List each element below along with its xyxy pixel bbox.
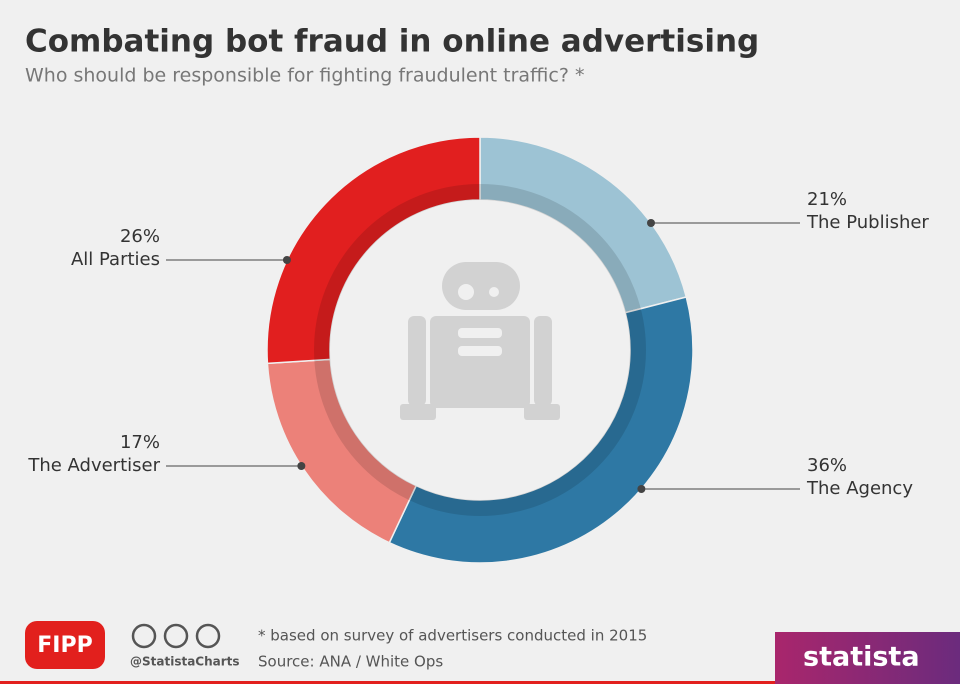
robot-head (442, 262, 520, 310)
inner-shadow (314, 184, 646, 516)
donut-segment (388, 296, 694, 564)
bottom-rule (0, 681, 775, 684)
footnote: * based on survey of advertisers conduct… (258, 627, 647, 645)
statista-logo: statista (803, 642, 920, 673)
category-label: All Parties (71, 249, 160, 270)
robot-foot (400, 404, 436, 420)
partner-logo-text: FIPP (37, 633, 92, 658)
robot-detail (458, 328, 502, 338)
by-icon (163, 623, 189, 649)
cc-icon (131, 623, 157, 649)
category-label: The Publisher (806, 212, 929, 233)
category-label: The Advertiser (27, 455, 160, 476)
leader-dot (637, 485, 646, 493)
leader-dot (646, 219, 655, 227)
robot-foot (524, 404, 560, 420)
handle: @StatistaCharts (130, 655, 240, 669)
statista-banner (775, 632, 960, 684)
robot-eye (489, 287, 499, 297)
robot-eye (458, 284, 474, 300)
partner-logo (25, 621, 105, 669)
value-label: 17% (120, 432, 160, 453)
nd-icon (195, 623, 221, 649)
robot-detail (458, 346, 502, 356)
donut (266, 136, 694, 564)
source: Source: ANA / White Ops (258, 653, 443, 671)
chart-title: Combating bot fraud in online advertisin… (25, 24, 759, 60)
value-label: 36% (807, 455, 847, 476)
leader-dot (297, 462, 306, 470)
labels: 21%The Publisher 36%The Agency 17%The Adve… (27, 189, 929, 499)
value-label: 26% (120, 226, 160, 247)
license-icons (131, 623, 221, 649)
category-label: The Agency (806, 478, 913, 499)
robot-arm (534, 316, 552, 406)
leader-dot (282, 256, 291, 264)
value-label: 21% (807, 189, 847, 210)
robot-icon (400, 262, 560, 420)
robot-arm (408, 316, 426, 406)
chart-subtitle: Who should be responsible for fighting f… (25, 65, 584, 87)
robot-body (430, 316, 530, 408)
